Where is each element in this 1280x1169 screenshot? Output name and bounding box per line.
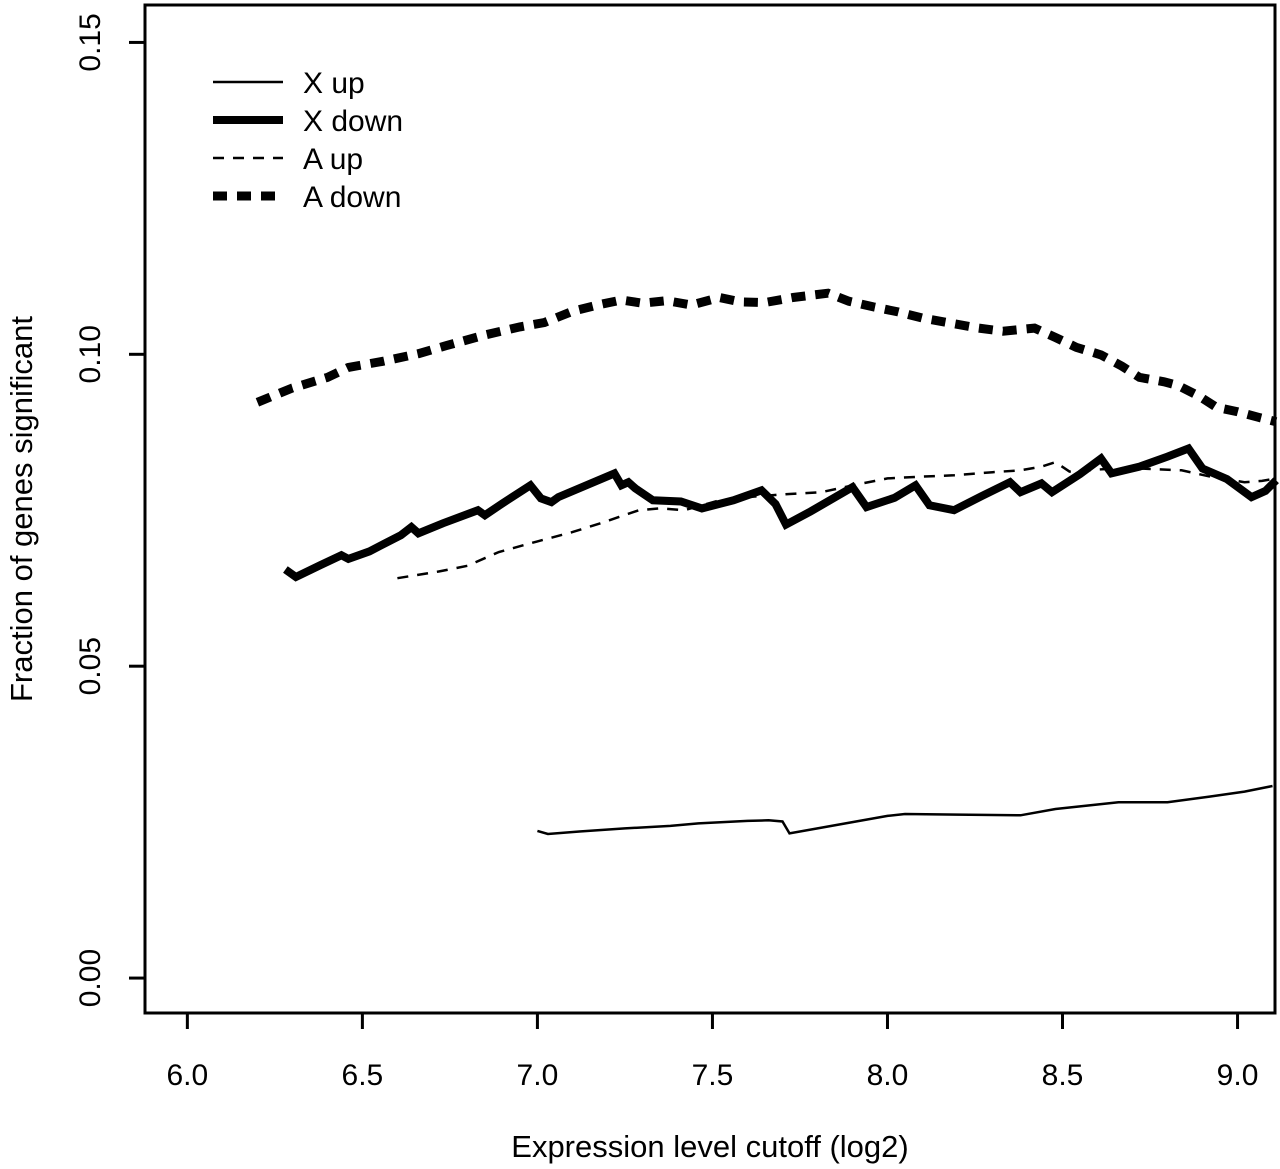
series-a-up-line [397,460,1277,580]
x-tick-label: 7.0 [517,1059,559,1092]
legend-label-x-up: X up [303,67,365,100]
x-axis-title: Expression level cutoff (log2) [511,1129,908,1164]
x-tick-label: 8.5 [1042,1059,1084,1092]
x-tick-label: 6.0 [166,1059,208,1092]
y-tick-label: 0.15 [74,13,107,71]
y-axis: 0.00 0.05 0.10 0.15 Fraction of genes signif… [4,13,145,1007]
legend: X up X down A up A down [213,67,403,214]
plot-border [143,3,1277,1015]
x-tick-label: 6.5 [342,1059,384,1092]
series-a-down-line [255,288,1278,427]
y-tick-label: 0.10 [74,325,107,383]
y-tick-label: 0.00 [74,949,107,1007]
legend-label-x-down: X down [303,105,403,138]
x-tick-label: 9.0 [1217,1059,1259,1092]
x-tick-label: 7.5 [692,1059,734,1092]
x-axis: 6.0 6.5 7.0 7.5 8.0 8.5 9.0 Expression level cu… [166,1013,1258,1164]
series-x-up-line [537,784,1273,836]
legend-label-a-up: A up [303,143,363,176]
legend-label-a-down: A down [303,181,401,214]
y-tick-label: 0.05 [74,637,107,695]
x-tick-label: 8.0 [867,1059,909,1092]
y-axis-title: Fraction of genes significant [4,316,39,702]
